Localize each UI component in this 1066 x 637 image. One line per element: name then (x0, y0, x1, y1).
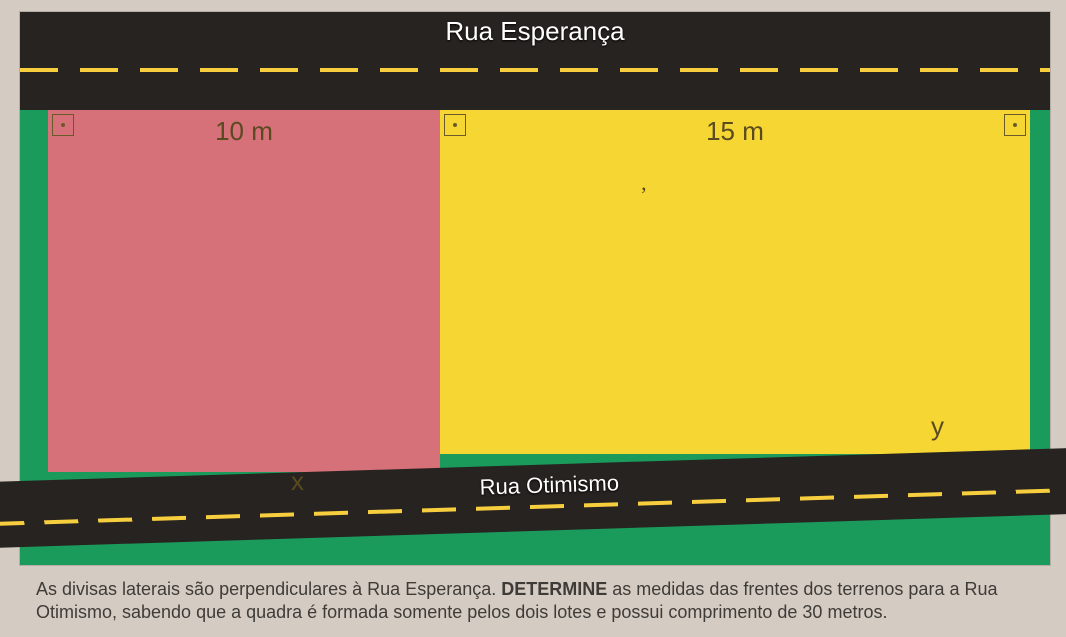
right-angle-marker (1004, 114, 1026, 136)
var-x-label: x (291, 466, 304, 497)
lot-right-top-measure: 15 m (706, 116, 764, 147)
lot-left-top-measure: 10 m (215, 116, 273, 147)
stray-mark: ’ (640, 182, 647, 208)
question-pre: As divisas laterais são perpendiculares … (36, 579, 501, 599)
lot-left: 10 m (48, 110, 440, 472)
road-bottom-wrap: Rua Otimismo (20, 482, 1050, 588)
question-bold: DETERMINE (501, 579, 607, 599)
right-angle-marker (444, 114, 466, 136)
road-top-centerline (20, 68, 1050, 72)
var-y-label: y (931, 411, 944, 442)
lot-right: 15 m ’ y (440, 110, 1030, 454)
road-top: Rua Esperança (20, 12, 1050, 110)
right-angle-marker (52, 114, 74, 136)
road-bottom-name: Rua Otimismo (479, 470, 619, 500)
question-text: As divisas laterais são perpendiculares … (36, 578, 1038, 623)
road-top-name: Rua Esperança (445, 16, 624, 47)
figure-frame: Rua Esperança 10 m 15 m ’ y x Rua Otimis… (20, 12, 1050, 565)
